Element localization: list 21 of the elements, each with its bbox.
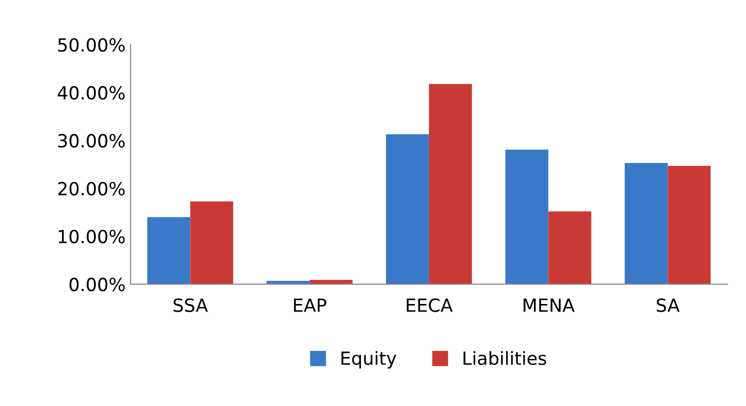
legend-label: Equity bbox=[341, 351, 396, 369]
y-tick-label: 50.00% bbox=[58, 38, 125, 52]
y-tick-label: 0.00% bbox=[70, 278, 125, 292]
y-tick-label: 40.00% bbox=[58, 86, 125, 100]
bar bbox=[624, 162, 668, 284]
bar bbox=[505, 150, 548, 284]
y-tick-label: 30.00% bbox=[58, 134, 125, 148]
x-tick-label: MENA bbox=[524, 298, 575, 312]
bar bbox=[190, 201, 234, 284]
bar bbox=[548, 211, 592, 284]
legend-label: Liabilities bbox=[464, 351, 546, 366]
x-tick-label: SSA bbox=[174, 298, 208, 312]
y-tick-label: 20.00% bbox=[58, 182, 125, 196]
bar bbox=[668, 166, 711, 284]
x-tick-label: EECA bbox=[406, 298, 453, 312]
y-tick-label: 10.00% bbox=[58, 230, 125, 244]
bar bbox=[428, 84, 472, 284]
x-tick-label: EAP bbox=[294, 298, 326, 312]
x-tick-label: SA bbox=[656, 298, 680, 312]
bar bbox=[386, 134, 429, 284]
bar bbox=[147, 217, 190, 284]
